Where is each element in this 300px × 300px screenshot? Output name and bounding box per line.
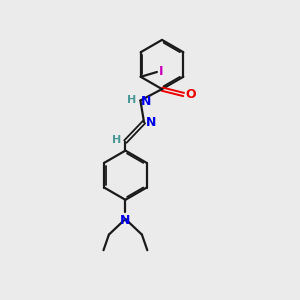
Text: H: H <box>127 95 136 105</box>
Text: O: O <box>185 88 196 101</box>
Text: N: N <box>141 94 152 108</box>
Text: N: N <box>120 214 130 226</box>
Text: I: I <box>159 65 164 78</box>
Text: H: H <box>112 135 121 145</box>
Text: N: N <box>146 116 156 129</box>
